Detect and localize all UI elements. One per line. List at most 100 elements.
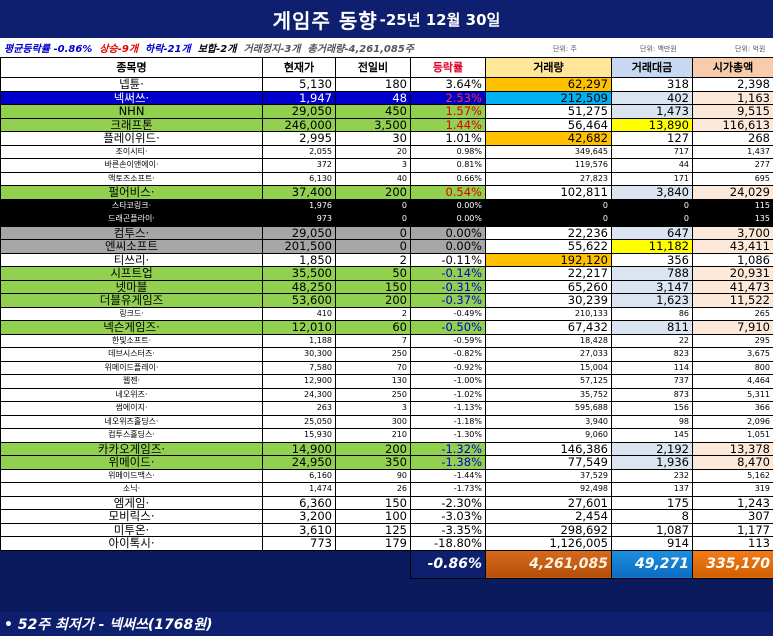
- summary-halt: 거래정지-3개: [243, 44, 301, 55]
- trade-volume: 119,576: [485, 158, 612, 173]
- price-change: 2: [335, 306, 411, 321]
- market-cap: 4,464: [692, 374, 773, 389]
- price-change: 200: [335, 293, 411, 308]
- table-row: 소닉· 1,474 26 -1.73% 92,498 137 319: [0, 482, 773, 497]
- stock-name: 썸에이지·: [0, 401, 263, 416]
- price-change: 3,500: [335, 117, 411, 132]
- table-row: 미투온· 3,610 125 -3.35% 298,692 1,087 1,177: [0, 522, 773, 537]
- current-price: 48,250: [262, 279, 336, 294]
- market-cap: 2,398: [692, 77, 773, 92]
- price-change: 200: [335, 441, 411, 456]
- market-cap: 11,522: [692, 293, 773, 308]
- stock-name: 펄어비스·: [0, 185, 263, 200]
- change-rate: 0.00%: [410, 212, 486, 227]
- table-row: 펄어비스· 37,400 200 0.54% 102,811 3,840 24,029: [0, 185, 773, 200]
- market-cap: 1,243: [692, 495, 773, 510]
- trade-amount: 402: [611, 90, 693, 105]
- price-change: 48: [335, 90, 411, 105]
- price-change: 0: [335, 198, 411, 213]
- unit-cap: 단위: 억원: [735, 45, 766, 53]
- market-cap: 268: [692, 131, 773, 146]
- market-cap: 366: [692, 401, 773, 416]
- trade-amount: 13,890: [611, 117, 693, 132]
- trade-amount: 44: [611, 158, 693, 173]
- stock-name: 액토즈소프트·: [0, 171, 263, 186]
- market-cap: 115: [692, 198, 773, 213]
- stock-name: 시프트업: [0, 266, 263, 281]
- trade-volume: 22,236: [485, 225, 612, 240]
- trade-amount: 22: [611, 333, 693, 348]
- stock-name: 데브시스터즈·: [0, 347, 263, 362]
- market-cap: 295: [692, 333, 773, 348]
- trade-amount: 0: [611, 198, 693, 213]
- price-change: 3: [335, 401, 411, 416]
- stock-name: 네오위즈·: [0, 387, 263, 402]
- stock-name: 컴투스홀딩스·: [0, 428, 263, 443]
- stock-name: 미투온·: [0, 522, 263, 537]
- trade-volume: 55,622: [485, 239, 612, 254]
- market-cap: 3,675: [692, 347, 773, 362]
- price-change: 210: [335, 428, 411, 443]
- current-price: 6,130: [262, 171, 336, 186]
- trade-volume: 27,033: [485, 347, 612, 362]
- trade-amount: 737: [611, 374, 693, 389]
- trade-volume: 3,940: [485, 414, 612, 429]
- current-price: 6,360: [262, 495, 336, 510]
- price-change: 250: [335, 387, 411, 402]
- price-change: 130: [335, 374, 411, 389]
- stock-table: 종목명 현재가 전일비 등락률 거래량 거래대금 시가총액 넵튠· 5,130 18…: [0, 57, 773, 579]
- price-change: 180: [335, 77, 411, 92]
- trade-volume: 27,823: [485, 171, 612, 186]
- change-rate: -0.59%: [410, 333, 486, 348]
- trade-volume: 192,120: [485, 252, 612, 267]
- table-row: 조이시티· 2,055 20 0.98% 349,645 717 1,437: [0, 144, 773, 159]
- price-change: 40: [335, 171, 411, 186]
- trade-volume: 102,811: [485, 185, 612, 200]
- current-price: 24,300: [262, 387, 336, 402]
- current-price: 14,900: [262, 441, 336, 456]
- current-price: 973: [262, 212, 336, 227]
- trade-volume: 62,297: [485, 77, 612, 92]
- current-price: 12,900: [262, 374, 336, 389]
- table-row: 엔씨소프트 201,500 0 0.00% 55,622 11,182 43,411: [0, 239, 773, 254]
- price-change: 150: [335, 279, 411, 294]
- table-header-row: 종목명 현재가 전일비 등락률 거래량 거래대금 시가총액: [0, 57, 773, 78]
- stock-name: NHN: [0, 104, 263, 119]
- market-cap: 319: [692, 482, 773, 497]
- change-rate: -0.11%: [410, 252, 486, 267]
- trade-volume: 35,752: [485, 387, 612, 402]
- table-row: 링크드· 410 2 -0.49% 210,133 86 265: [0, 306, 773, 321]
- table-row: 컴투스· 29,050 0 0.00% 22,236 647 3,700: [0, 225, 773, 240]
- stock-name: 조이시티·: [0, 144, 263, 159]
- stock-name: 크래프톤: [0, 117, 263, 132]
- change-rate: -0.37%: [410, 293, 486, 308]
- col-header-volume: 거래량: [485, 57, 612, 78]
- market-cap: 20,931: [692, 266, 773, 281]
- current-price: 410: [262, 306, 336, 321]
- market-cap: 5,162: [692, 468, 773, 483]
- stock-name: 티쓰리·: [0, 252, 263, 267]
- price-change: 100: [335, 509, 411, 524]
- stock-name: 드래곤플라이·: [0, 212, 263, 227]
- market-cap: 7,910: [692, 320, 773, 335]
- change-rate: -0.31%: [410, 279, 486, 294]
- total-rate: -0.86%: [410, 549, 486, 579]
- change-rate: 1.01%: [410, 131, 486, 146]
- price-change: 90: [335, 468, 411, 483]
- price-change: 30: [335, 131, 411, 146]
- summary-avg: 평균등락률 -0.86%: [4, 44, 93, 55]
- stock-name: 모비릭스·: [0, 509, 263, 524]
- table-row: NHN 29,050 450 1.57% 51,275 1,473 9,515: [0, 104, 773, 119]
- table-row: 한빛소프트· 1,188 7 -0.59% 18,428 22 295: [0, 333, 773, 348]
- current-price: 773: [262, 536, 336, 551]
- stock-name: 스타코링크·: [0, 198, 263, 213]
- table-row: 위메이드맥스· 6,160 90 -1.44% 37,529 232 5,162: [0, 468, 773, 483]
- stock-name: 아이톡시·: [0, 536, 263, 551]
- current-price: 1,850: [262, 252, 336, 267]
- trade-volume: 42,682: [485, 131, 612, 146]
- trade-amount: 823: [611, 347, 693, 362]
- trade-amount: 914: [611, 536, 693, 551]
- table-row: 넥써쓰· 1,947 48 2.53% 212,509 402 1,163: [0, 90, 773, 105]
- trade-volume: 298,692: [485, 522, 612, 537]
- table-row: 시프트업 35,500 50 -0.14% 22,217 788 20,931: [0, 266, 773, 281]
